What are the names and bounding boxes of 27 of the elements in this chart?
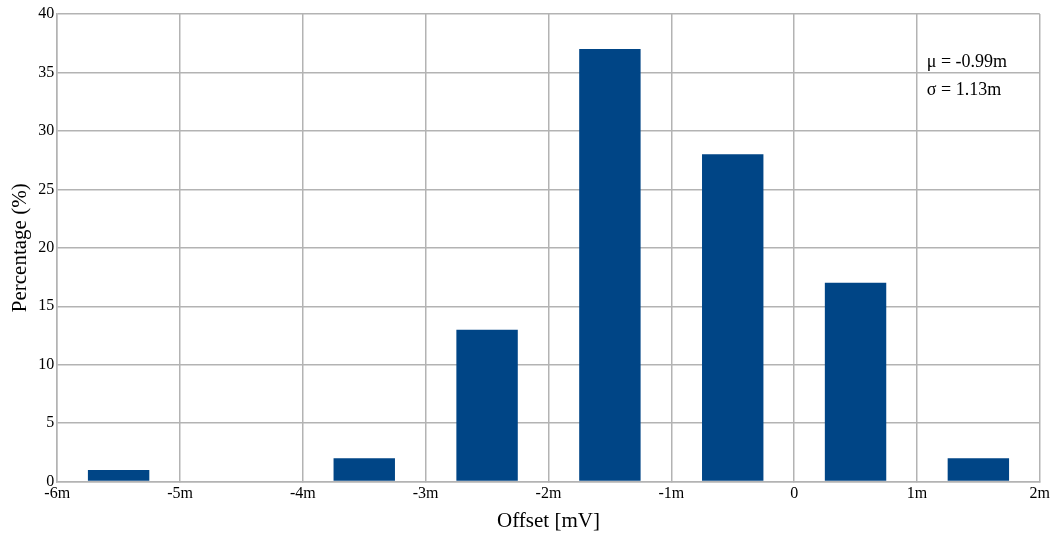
x-tick-label: 2m bbox=[1029, 484, 1051, 502]
bar bbox=[579, 49, 641, 481]
x-tick-label: -4m bbox=[289, 484, 317, 502]
y-tick-label: 10 bbox=[38, 354, 55, 372]
x-tick-label: 1m bbox=[906, 484, 928, 502]
y-axis-title: Percentage (%) bbox=[7, 183, 32, 313]
bar bbox=[87, 469, 150, 481]
y-tick-label: 30 bbox=[38, 121, 55, 139]
bar bbox=[947, 458, 1010, 481]
x-tick-label: -5m bbox=[167, 484, 194, 502]
bar bbox=[702, 154, 764, 481]
y-tick-label: 35 bbox=[38, 62, 55, 80]
bar bbox=[333, 458, 395, 481]
x-tick-label: 0 bbox=[790, 484, 799, 502]
y-tick-label: 25 bbox=[38, 179, 55, 197]
y-tick-label: 15 bbox=[38, 296, 55, 314]
x-tick-label: -1m bbox=[658, 484, 685, 502]
y-tick-label: 20 bbox=[38, 238, 55, 255]
annotation: σ = 1.13m bbox=[926, 78, 1002, 99]
bar bbox=[456, 329, 518, 481]
annotation: μ = -0.99m bbox=[926, 50, 1008, 71]
y-tick-label: 40 bbox=[38, 4, 55, 22]
bar bbox=[824, 282, 887, 481]
y-tick-label: 5 bbox=[46, 413, 55, 431]
x-tick-label: -3m bbox=[412, 484, 440, 502]
x-axis-title: Offset [mV] bbox=[497, 507, 600, 532]
x-tick-label: -2m bbox=[535, 484, 562, 502]
